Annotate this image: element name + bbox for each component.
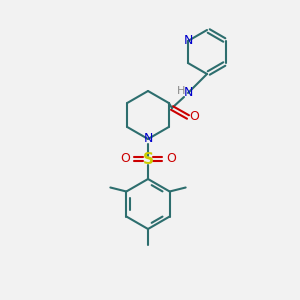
Text: H: H (177, 86, 185, 96)
Text: S: S (142, 152, 154, 166)
Text: O: O (189, 110, 199, 124)
Text: N: N (183, 34, 193, 47)
Text: O: O (166, 152, 176, 166)
Text: O: O (120, 152, 130, 166)
Text: N: N (183, 86, 193, 100)
Text: N: N (143, 133, 153, 146)
